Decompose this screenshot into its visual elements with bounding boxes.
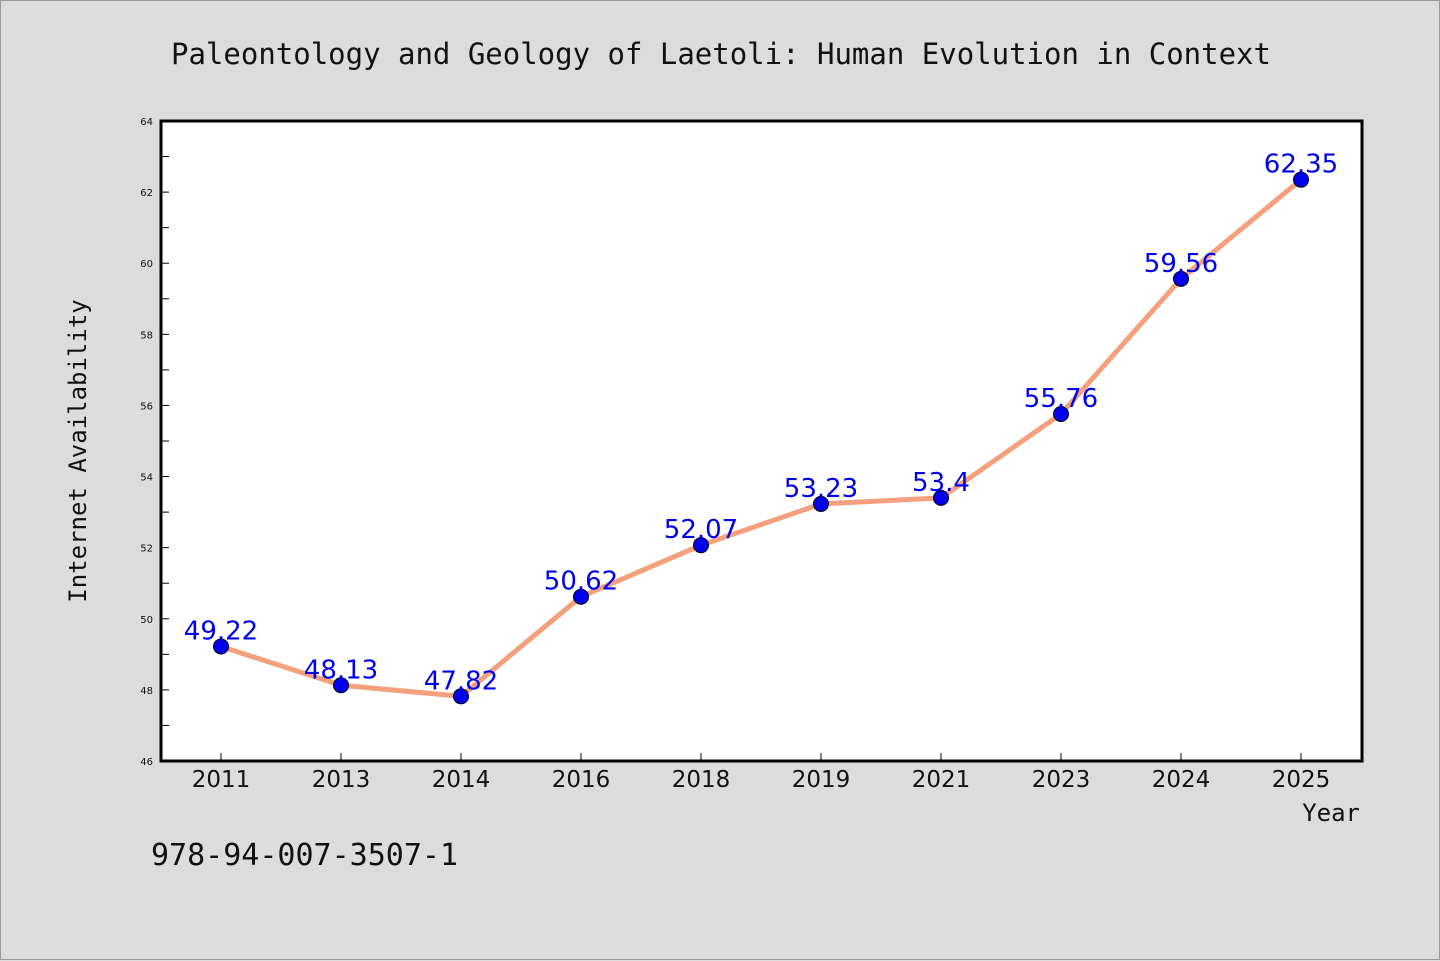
x-axis: 2011 2013 2014 2016 2018 2019 2021 2023 2024 2025	[192, 753, 1331, 793]
x-tick-label: 2011	[192, 767, 251, 793]
data-label: 53.4	[912, 468, 970, 498]
y-tick-label: 54	[140, 473, 153, 484]
isbn-text: 978-94-007-3507-1	[151, 838, 458, 873]
data-point	[693, 537, 709, 554]
x-tick-label: 2023	[1032, 767, 1091, 793]
y-tick-label: 60	[140, 259, 153, 270]
x-tick-label: 2018	[672, 767, 731, 793]
y-tick-label: 56	[140, 401, 153, 412]
y-tick-label: 52	[140, 544, 153, 555]
data-label: 47.82	[424, 666, 498, 696]
x-tick-label: 2024	[1152, 767, 1211, 793]
x-tick-label: 2016	[552, 767, 611, 793]
chart-title: Paleontology and Geology of Laetoli: Hum…	[171, 37, 1271, 71]
x-tick-label: 2014	[432, 767, 491, 793]
data-label: 53.23	[784, 474, 858, 504]
data-point	[573, 588, 589, 605]
series-line-group: 49.22 48.13 47.82 50.62 52.07 53.23 53.4 55.76 5…	[184, 150, 1338, 705]
plot-area	[159, 119, 1364, 763]
x-tick-label: 2013	[312, 767, 371, 793]
x-tick-label: 2019	[792, 767, 851, 793]
data-label: 62.35	[1264, 150, 1338, 180]
data-point	[453, 688, 469, 705]
x-tick-label: 2021	[912, 767, 971, 793]
x-axis-label: Year	[1302, 799, 1360, 827]
data-point	[333, 677, 349, 694]
x-tick-label: 2025	[1272, 767, 1331, 793]
data-point	[933, 489, 949, 506]
y-tick-label: 62	[140, 188, 153, 199]
data-point	[213, 638, 229, 655]
data-point	[1053, 405, 1069, 422]
data-point	[1293, 171, 1309, 188]
data-point	[1173, 270, 1189, 287]
y-axis: 46 48 50 52 54 56 58 60 62 64	[140, 117, 169, 768]
data-label: 55.76	[1024, 384, 1098, 414]
y-tick-label: 64	[140, 117, 153, 128]
y-tick-label: 58	[140, 330, 153, 341]
y-axis-label: Internet Availability	[64, 299, 92, 602]
data-label: 50.62	[544, 567, 618, 597]
data-label: 48.13	[304, 655, 378, 685]
series-line	[218, 177, 1304, 699]
y-tick-label: 50	[140, 615, 153, 626]
data-label: 49.22	[184, 617, 258, 647]
y-tick-label: 48	[140, 686, 153, 697]
y-tick-label: 46	[140, 757, 153, 768]
data-label: 52.07	[664, 515, 738, 545]
data-label: 59.56	[1144, 249, 1218, 279]
data-point	[813, 495, 829, 512]
